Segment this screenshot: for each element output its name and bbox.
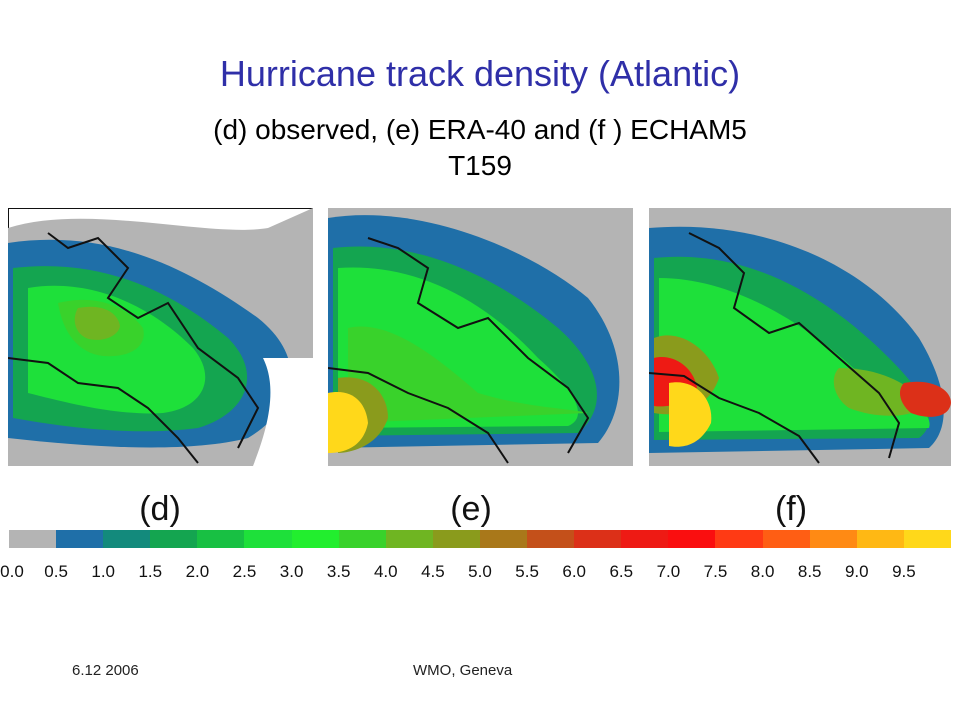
colorbar-swatch: [56, 530, 104, 548]
colorbar-swatch: [809, 530, 857, 548]
footer-date: 6.12 2006: [72, 662, 139, 679]
map-panels: (d) (e) (f): [0, 208, 960, 538]
colorbar: [9, 530, 951, 548]
colorbar-swatch: [385, 530, 433, 548]
colorbar-swatch: [291, 530, 339, 548]
colorbar-tick-label: 0.0: [0, 562, 24, 581]
subtitle-line-2: T159: [448, 150, 512, 181]
panel-label-e: (e): [450, 490, 492, 528]
colorbar-swatch: [244, 530, 292, 548]
subtitle-line-1: (d) observed, (e) ERA-40 and (f ) ECHAM5: [213, 114, 747, 145]
colorbar-tick-label: 5.0: [468, 562, 492, 581]
colorbar-tick-label: 8.0: [750, 562, 775, 581]
colorbar-swatch: [197, 530, 245, 548]
colorbar-swatch: [762, 530, 810, 548]
panel-label-f: (f): [774, 490, 808, 528]
colorbar-tick-label: 2.5: [232, 562, 257, 581]
slide-subtitle: (d) observed, (e) ERA-40 and (f ) ECHAM5…: [80, 112, 880, 184]
colorbar-tick-label: 3.0: [279, 562, 304, 581]
colorbar-tick-label: 3.5: [326, 562, 351, 581]
footer-venue: WMO, Geneva: [413, 662, 513, 679]
colorbar-tick-label: 4.5: [421, 562, 445, 581]
colorbar-swatch: [150, 530, 198, 548]
colorbar-swatch: [715, 530, 763, 548]
colorbar-swatch: [621, 530, 669, 548]
colorbar-swatch: [668, 530, 716, 548]
colorbar-tick-label: 7.0: [656, 562, 681, 581]
colorbar-tick-label: 4.0: [373, 562, 398, 581]
colorbar-tick-label: 6.5: [609, 562, 634, 581]
map-panel-e: [328, 208, 633, 466]
colorbar-tick-label: 9.5: [892, 562, 916, 581]
colorbar-swatch: [856, 530, 904, 548]
colorbar-ticks: 0.0 0.5 1.0 1.5 2.0 2.5 3.0 3.5 4.0 4.5 5.0 5.5 6.0 6…: [0, 562, 960, 586]
map-panel-f: [649, 208, 951, 466]
colorbar-swatch: [574, 530, 622, 548]
colorbar-tick-label: 2.0: [185, 562, 210, 581]
colorbar-tick-label: 0.5: [44, 562, 68, 581]
colorbar-tick-label: 7.5: [703, 562, 728, 581]
slide-title: Hurricane track density (Atlantic): [219, 53, 741, 94]
colorbar-swatch: [903, 530, 951, 548]
colorbar-tick-label: 6.0: [562, 562, 587, 581]
colorbar-swatch: [103, 530, 151, 548]
colorbar-tick-label: 5.5: [515, 562, 539, 581]
panel-label-d: (d): [139, 490, 181, 528]
colorbar-swatch: [9, 530, 57, 548]
colorbar-swatch: [479, 530, 528, 548]
colorbar-tick-label: 8.5: [797, 562, 822, 581]
colorbar-swatch: [527, 530, 575, 548]
colorbar-tick-label: 1.0: [91, 562, 116, 581]
colorbar-swatch: [338, 530, 386, 548]
colorbar-tick-label: 9.0: [844, 562, 869, 581]
colorbar-swatch: [432, 530, 480, 548]
colorbar-tick-label: 1.5: [138, 562, 163, 581]
map-panel-d: [8, 208, 313, 466]
